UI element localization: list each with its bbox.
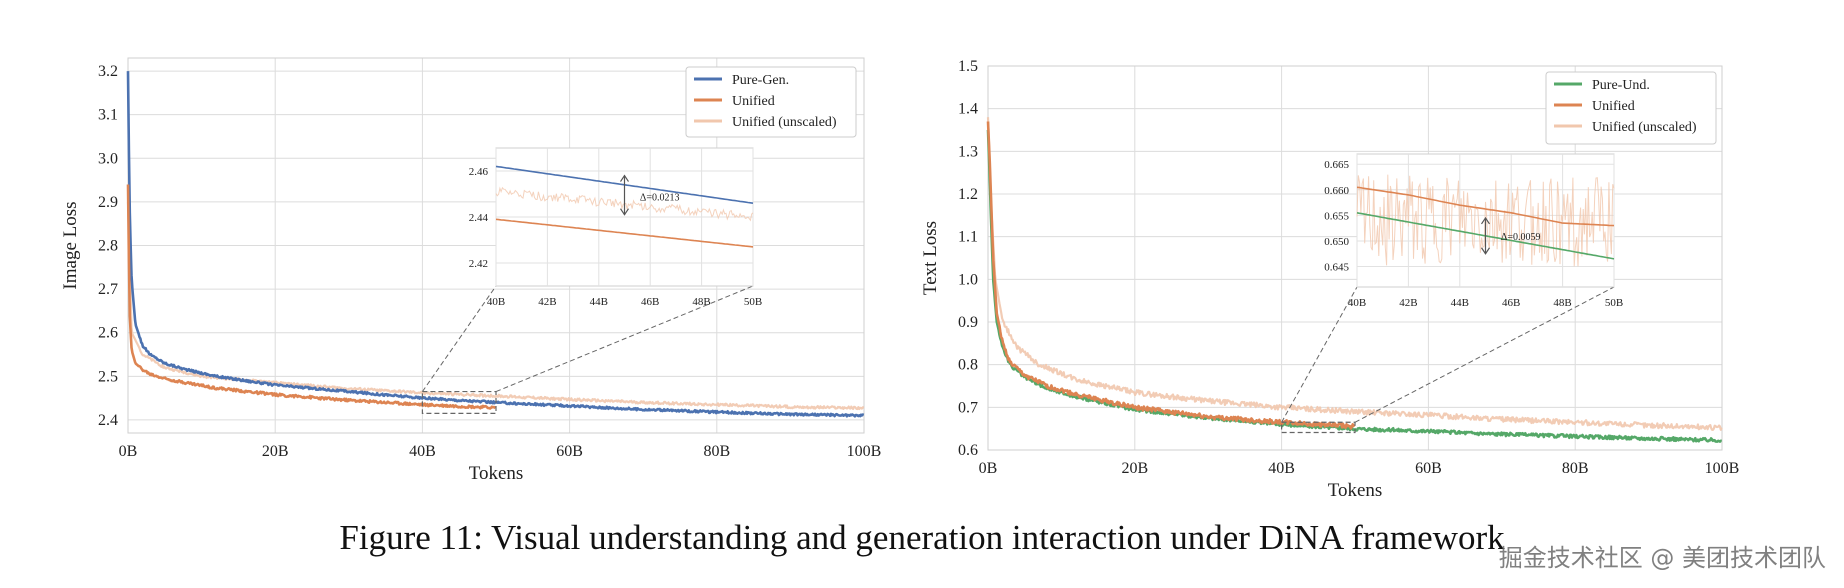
y-axis-label: Text Loss	[920, 221, 941, 295]
y-tick-label: 3.1	[98, 107, 118, 124]
zoom-region	[421, 390, 497, 414]
legend-label: Unified	[732, 94, 775, 109]
plot-frame	[987, 65, 1723, 451]
x-tick-label: 20B	[262, 443, 289, 460]
legend-label: Unified	[1592, 99, 1635, 114]
y-tick-label: 3.2	[98, 63, 118, 80]
inset-y-tick-label: 0.660	[1324, 185, 1349, 197]
x-tick-label: 60B	[556, 443, 583, 460]
legend-label: Pure-Gen.	[732, 73, 789, 88]
y-tick-label: 1.4	[958, 101, 978, 118]
zoom-connector	[1354, 286, 1615, 423]
y-tick-label: 1.2	[958, 186, 978, 203]
delta-arrow-head	[620, 208, 629, 216]
x-tick-label: 20B	[1121, 460, 1148, 477]
delta-annotation: Δ=0.0059	[1501, 232, 1541, 243]
y-tick-label: 2.6	[98, 325, 118, 342]
y-tick-label: 2.5	[98, 368, 118, 385]
inset-x-tick-label: 46B	[1502, 297, 1520, 309]
inset-y-tick-label: 0.655	[1324, 210, 1349, 222]
zoom-connector	[495, 285, 754, 393]
x-axis-label: Tokens	[469, 463, 524, 484]
y-tick-label: 1.5	[958, 58, 978, 75]
inset-x-tick-label: 48B	[692, 296, 710, 308]
y-tick-label: 0.7	[958, 399, 978, 416]
inset-x-tick-label: 44B	[1451, 297, 1469, 309]
x-tick-label: 100B	[847, 443, 882, 460]
inset-x-tick-label: 48B	[1553, 297, 1571, 309]
zoom-region	[1280, 421, 1356, 434]
x-tick-label: 40B	[409, 443, 436, 460]
inset-series-line	[1356, 186, 1615, 227]
y-tick-label: 2.4	[98, 412, 118, 429]
y-tick-label: 1.0	[958, 271, 978, 288]
series-line-unified-unscaled-	[986, 117, 1723, 431]
y-tick-label: 0.8	[958, 357, 978, 374]
delta-arrow-head	[1481, 247, 1490, 255]
series-line-unified	[126, 184, 497, 410]
y-tick-label: 2.8	[98, 238, 118, 255]
zoom-connector	[421, 285, 497, 392]
inset-x-tick-label: 42B	[538, 296, 556, 308]
legend-label: Unified (unscaled)	[732, 115, 837, 130]
x-tick-label: 0B	[119, 443, 138, 460]
legend-box	[1545, 71, 1717, 145]
inset-x-tick-label: 40B	[487, 296, 505, 308]
inset-y-tick-label: 2.42	[469, 258, 488, 270]
x-axis-label: Tokens	[1328, 480, 1383, 501]
y-tick-label: 2.9	[98, 194, 118, 211]
inset-x-tick-label: 50B	[744, 296, 762, 308]
legend: Pure-Gen. Unified Unified (unscaled)	[685, 66, 857, 138]
y-tick-label: 3.0	[98, 150, 118, 167]
inset-y-tick-label: 0.665	[1324, 159, 1349, 171]
y-tick-label: 2.7	[98, 281, 118, 298]
inset-chart: 40B 42B 44B 46B 48B 50B 0.645 0.650 0.655 0.660 0.…	[1324, 153, 1623, 309]
delta-annotation: Δ=0.0213	[640, 192, 680, 203]
inset-y-tick-label: 0.645	[1324, 262, 1349, 274]
legend: Pure-Und. Unified Unified (unscaled)	[1545, 71, 1717, 145]
y-tick-label: 0.6	[958, 442, 978, 459]
x-tick-label: 60B	[1415, 460, 1442, 477]
inset-series-line-unscaled	[1356, 174, 1615, 267]
watermark: 掘金技术社区 @ 美团技术团队	[1498, 544, 1826, 572]
legend-label: Unified (unscaled)	[1592, 120, 1697, 135]
y-tick-label: 1.3	[958, 143, 978, 160]
inset-x-tick-label: 44B	[590, 296, 608, 308]
inset-y-tick-label: 2.46	[469, 166, 489, 178]
chart-1: 0B 20B 40B 60B 80B 100B 2.4 2.5 2.6 2.7 2.8 2.9 3.0 3…	[60, 57, 882, 484]
y-axis-label: Image Loss	[60, 201, 81, 289]
delta-arrow-head	[620, 174, 629, 182]
x-tick-label: 0B	[979, 460, 998, 477]
inset-y-tick-label: 2.44	[469, 212, 489, 224]
legend-label: Pure-Und.	[1592, 78, 1650, 93]
x-tick-label: 80B	[1562, 460, 1589, 477]
chart-2: 0B 20B 40B 60B 80B 100B 0.6 0.7 0.8 0.9 1.0 1.1 1.2 1…	[920, 58, 1739, 501]
inset-series-line	[495, 218, 754, 248]
y-tick-label: 1.1	[958, 229, 978, 246]
delta-arrow-head	[1481, 216, 1490, 225]
x-tick-label: 80B	[703, 443, 730, 460]
inset-x-tick-label: 46B	[641, 296, 659, 308]
figure-caption: Figure 11: Visual understanding and gene…	[339, 518, 1505, 557]
x-tick-label: 100B	[1705, 460, 1740, 477]
inset-x-tick-label: 50B	[1605, 297, 1623, 309]
y-tick-label: 0.9	[958, 314, 978, 331]
inset-x-tick-label: 40B	[1348, 297, 1366, 309]
zoom-connector	[1281, 286, 1358, 423]
inset-y-tick-label: 0.650	[1324, 236, 1349, 248]
series-line-unified	[986, 121, 1356, 430]
x-tick-label: 40B	[1268, 460, 1295, 477]
inset-x-tick-label: 42B	[1399, 297, 1417, 309]
legend-box	[685, 66, 857, 138]
inset-chart: 40B 42B 44B 46B 48B 50B 2.42 2.44 2.46 Δ=0.0213	[469, 147, 762, 308]
